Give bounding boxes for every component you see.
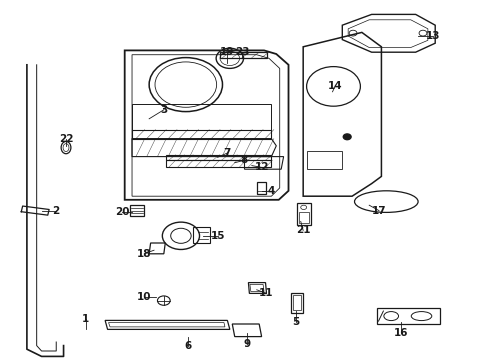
Text: 16: 16 (393, 328, 407, 338)
Text: 20: 20 (115, 207, 129, 217)
Text: 19: 19 (220, 47, 234, 57)
Text: 4: 4 (267, 186, 275, 196)
Text: 22: 22 (59, 134, 73, 144)
Text: 13: 13 (425, 31, 439, 41)
Text: 7: 7 (223, 148, 231, 158)
Text: 3: 3 (160, 105, 167, 115)
Text: 14: 14 (327, 81, 342, 91)
Text: 5: 5 (292, 317, 299, 327)
Text: 10: 10 (137, 292, 151, 302)
Text: 23: 23 (234, 47, 249, 57)
Text: 2: 2 (53, 206, 60, 216)
Text: 12: 12 (254, 162, 268, 172)
Text: 17: 17 (371, 206, 386, 216)
Text: 9: 9 (243, 339, 250, 349)
Text: 1: 1 (82, 314, 89, 324)
Text: 6: 6 (184, 341, 191, 351)
Circle shape (343, 134, 350, 140)
Text: 15: 15 (210, 231, 224, 241)
Text: 18: 18 (137, 249, 151, 259)
Text: 21: 21 (295, 225, 310, 235)
Text: 8: 8 (241, 155, 247, 165)
Text: 11: 11 (259, 288, 273, 298)
